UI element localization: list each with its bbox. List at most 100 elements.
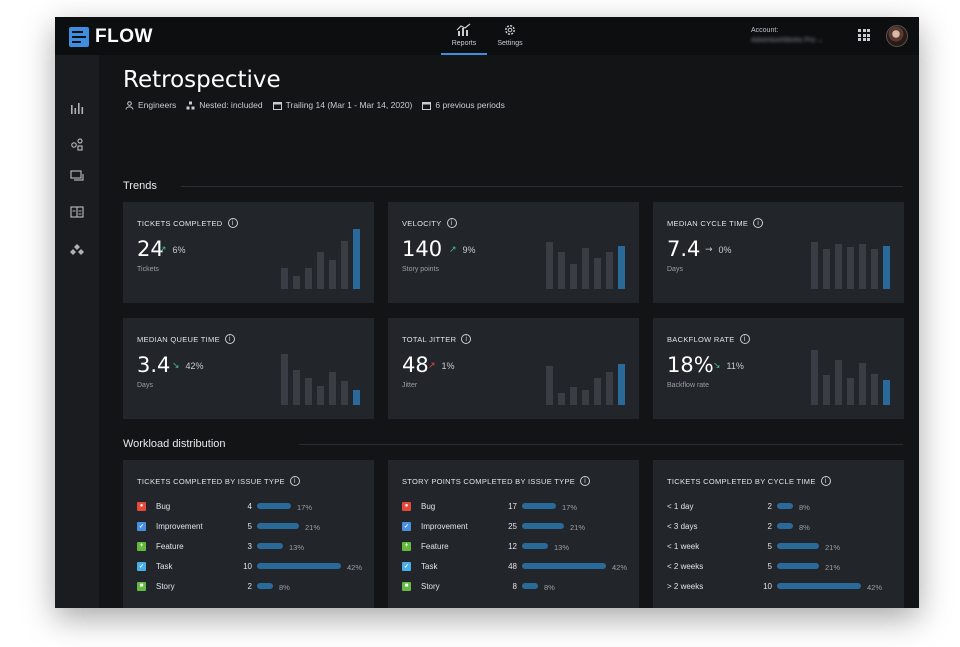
info-icon[interactable]: i (224, 334, 235, 344)
card-title: STORY POINTS COMPLETED BY ISSUE TYPE i (402, 476, 591, 486)
info-icon[interactable]: i (461, 334, 472, 344)
trend-card[interactable]: VELOCITY i 140 ↗ 9% Story points (388, 202, 639, 303)
info-icon[interactable]: i (227, 218, 238, 228)
info-icon[interactable]: i (580, 476, 591, 486)
row-percent: 13% (289, 543, 305, 552)
nodes-icon[interactable] (70, 137, 84, 151)
info-icon[interactable]: i (753, 218, 764, 228)
card-title-text: TICKETS COMPLETED BY CYCLE TIME (667, 476, 816, 486)
list-item[interactable]: ✓ Task 48 42% (402, 559, 627, 573)
list-item[interactable]: < 1 day 2 8% (667, 499, 867, 513)
filter-date-range-label: Trailing 14 (Mar 1 - Mar 14, 2020) (285, 100, 413, 110)
row-percent: 13% (554, 543, 570, 552)
distribution-bar: 42% (522, 563, 627, 572)
row-label: Task (156, 561, 173, 571)
distribution-bar: 21% (522, 523, 612, 532)
sparkbar (305, 378, 312, 405)
row-count: 2 (767, 501, 772, 511)
messages-icon[interactable] (70, 169, 84, 183)
distribution-bar-fill (257, 523, 299, 529)
sparkbar (293, 370, 300, 405)
feature-icon: + (402, 541, 411, 551)
tab-reports[interactable]: Reports (441, 23, 487, 55)
card-title-text: TOTAL JITTER (402, 334, 457, 344)
sparkbar (835, 360, 842, 405)
filter-engineers[interactable]: Engineers (125, 100, 176, 110)
sparkbar (582, 248, 589, 289)
card-title-text: TICKETS COMPLETED BY ISSUE TYPE (137, 476, 285, 486)
trend-card[interactable]: MEDIAN QUEUE TIME i 3.4 ↘ 42% Days (123, 318, 374, 419)
info-icon[interactable]: i (820, 476, 831, 486)
list-item[interactable]: ✓ Improvement 25 21% (402, 519, 612, 533)
row-label: Bug (421, 501, 436, 511)
list-item[interactable]: ✓ Task 10 42% (137, 559, 362, 573)
list-item[interactable]: < 1 week 5 21% (667, 539, 867, 553)
trend-card[interactable]: TICKETS COMPLETED i 24 ↗ 6% Tickets (123, 202, 374, 303)
avatar[interactable] (886, 25, 908, 47)
info-icon[interactable]: i (289, 476, 300, 486)
row-label: Bug (156, 501, 171, 511)
grid-list-icon[interactable] (70, 205, 84, 219)
row-percent: 21% (825, 543, 841, 552)
row-label: Story (421, 581, 440, 591)
distribution-bar: 8% (777, 523, 867, 532)
metric-delta-value: 1% (441, 361, 455, 371)
workload-card: TICKETS COMPLETED BY ISSUE TYPE i ● Bug 4 17%… (123, 460, 374, 608)
list-item[interactable]: ■ Story 8 8% (402, 579, 612, 593)
section-title-workload: Workload distribution (123, 438, 226, 450)
apps-grid-icon[interactable] (858, 29, 870, 41)
metric-delta-value: 11% (726, 361, 744, 371)
list-item[interactable]: ✓ Improvement 5 21% (137, 519, 347, 533)
card-title-text: STORY POINTS COMPLETED BY ISSUE TYPE (402, 476, 576, 486)
card-title-text: MEDIAN CYCLE TIME (667, 218, 749, 228)
main-content: Retrospective Engineers Nested: included… (99, 55, 919, 608)
filter-nested-label: Nested: included (199, 100, 263, 110)
arrow-up-right-icon: ↗ (159, 245, 167, 255)
list-item[interactable]: < 3 days 2 8% (667, 519, 867, 533)
metric-value: 7.4 (667, 237, 701, 261)
calendar-icon (272, 101, 282, 110)
list-item[interactable]: > 2 weeks 10 42% (667, 579, 882, 593)
list-item[interactable]: + Feature 3 13% (137, 539, 347, 553)
bar-chart-icon[interactable] (70, 101, 84, 115)
sparkbar (811, 350, 818, 405)
list-item[interactable]: + Feature 12 13% (402, 539, 612, 553)
tab-settings[interactable]: Settings (487, 23, 533, 47)
sparkbar-chart (790, 345, 890, 405)
sparkbar-chart (260, 229, 360, 289)
info-icon[interactable]: i (446, 218, 457, 228)
account-value: AdventureWorks Pro ⌄ (751, 37, 824, 44)
sparkbar (847, 247, 854, 289)
trend-card[interactable]: TOTAL JITTER i 48 ↗ 1% Jitter (388, 318, 639, 419)
account-switcher[interactable]: Account: AdventureWorks Pro ⌄ (751, 26, 823, 46)
trend-card[interactable]: MEDIAN CYCLE TIME i 7.4 → 0% Days (653, 202, 904, 303)
arrow-down-right-icon: ↘ (713, 361, 721, 371)
sparkbar (558, 393, 565, 405)
filter-date-range[interactable]: Trailing 14 (Mar 1 - Mar 14, 2020) (272, 100, 413, 110)
list-item[interactable]: ● Bug 4 17% (137, 499, 347, 513)
sparkbar (558, 252, 565, 289)
trend-card[interactable]: BACKFLOW RATE i 18% ↘ 11% Backflow rate (653, 318, 904, 419)
divider (299, 444, 903, 445)
card-title: TOTAL JITTER i (402, 334, 472, 344)
logo[interactable]: FLOW (69, 26, 153, 48)
list-item[interactable]: ■ Story 2 8% (137, 579, 347, 593)
filter-previous-periods[interactable]: 6 previous periods (422, 100, 505, 110)
row-count: 2 (247, 581, 252, 591)
list-item[interactable]: ● Bug 17 17% (402, 499, 612, 513)
arrow-right-icon: → (705, 245, 713, 255)
info-icon[interactable]: i (739, 334, 750, 344)
row-percent: 42% (612, 563, 628, 572)
row-count: 8 (512, 581, 517, 591)
sparkbar (859, 363, 866, 405)
filter-nested[interactable]: Nested: included (186, 100, 263, 110)
tab-settings-label: Settings (497, 40, 523, 47)
logo-text: FLOW (95, 26, 153, 47)
list-item[interactable]: < 2 weeks 5 21% (667, 559, 867, 573)
arrow-down-right-icon: ↘ (172, 361, 180, 371)
row-label: < 1 week (667, 541, 700, 551)
sparkbar (353, 229, 360, 289)
cluster-icon[interactable] (70, 242, 84, 256)
metric-delta: → 0% (705, 245, 732, 255)
sparkbar (329, 260, 336, 289)
